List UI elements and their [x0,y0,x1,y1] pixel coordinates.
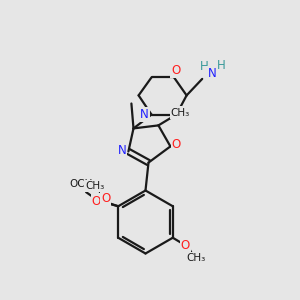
Text: O: O [181,239,190,252]
Text: O: O [92,195,101,208]
Text: O: O [172,138,181,152]
Text: CH₃: CH₃ [171,107,190,118]
Text: CH₃: CH₃ [85,181,105,191]
Text: OCH₃: OCH₃ [69,179,97,189]
Text: H: H [217,58,226,72]
Text: N: N [117,143,126,157]
Text: N: N [140,108,148,121]
Text: H: H [200,60,209,73]
Text: O: O [101,192,110,205]
Text: O: O [171,64,180,77]
Text: CH₃: CH₃ [186,253,206,263]
Text: N: N [207,67,216,80]
